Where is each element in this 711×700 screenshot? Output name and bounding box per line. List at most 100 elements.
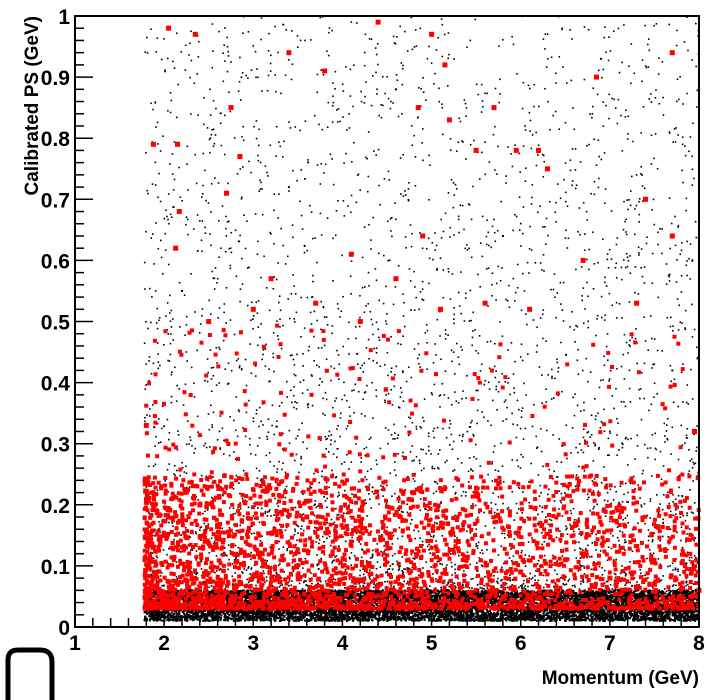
black-point bbox=[198, 615, 201, 618]
black-point bbox=[313, 619, 316, 622]
black-point bbox=[384, 616, 387, 619]
black-point bbox=[294, 612, 296, 614]
black-point bbox=[675, 601, 678, 604]
black-point bbox=[568, 619, 571, 622]
black-point bbox=[373, 590, 375, 593]
black-point bbox=[321, 611, 324, 614]
black-point bbox=[431, 591, 434, 594]
black-point bbox=[374, 611, 377, 614]
black-point bbox=[587, 599, 590, 602]
black-point bbox=[251, 615, 254, 618]
black-point bbox=[343, 618, 346, 621]
black-point bbox=[362, 592, 365, 595]
black-point bbox=[391, 616, 394, 619]
black-point bbox=[212, 609, 214, 612]
black-point bbox=[568, 599, 571, 602]
black-point bbox=[334, 589, 337, 592]
black-point bbox=[189, 617, 192, 619]
black-point bbox=[505, 619, 508, 622]
black-point bbox=[527, 616, 530, 619]
black-point bbox=[688, 597, 691, 600]
black-point bbox=[642, 598, 645, 601]
black-point bbox=[654, 609, 657, 612]
black-point bbox=[168, 612, 171, 615]
black-point bbox=[558, 597, 561, 600]
black-point bbox=[283, 615, 286, 618]
black-point bbox=[391, 592, 394, 595]
black-point bbox=[293, 619, 295, 622]
black-point bbox=[322, 595, 325, 598]
black-point bbox=[647, 596, 649, 599]
black-point bbox=[433, 596, 436, 599]
black-point bbox=[647, 593, 650, 596]
black-point bbox=[633, 609, 636, 612]
black-point bbox=[324, 610, 327, 613]
black-point bbox=[444, 592, 447, 595]
black-point bbox=[191, 617, 194, 620]
black-point bbox=[674, 608, 677, 611]
black-point bbox=[270, 599, 273, 602]
black-point bbox=[162, 619, 164, 622]
black-point bbox=[439, 619, 442, 622]
black-point bbox=[340, 590, 343, 593]
black-point bbox=[297, 616, 300, 619]
black-point bbox=[550, 619, 553, 622]
black-point bbox=[178, 613, 181, 615]
black-point bbox=[691, 616, 694, 619]
black-point bbox=[309, 614, 312, 617]
black-point bbox=[664, 592, 667, 595]
black-point bbox=[460, 615, 463, 618]
black-point bbox=[352, 612, 354, 615]
black-point bbox=[340, 594, 343, 596]
black-point bbox=[416, 610, 419, 613]
black-point bbox=[639, 616, 642, 619]
black-point bbox=[298, 590, 300, 593]
black-point bbox=[505, 604, 508, 607]
black-point bbox=[501, 608, 504, 611]
black-point bbox=[613, 598, 616, 601]
black-point bbox=[313, 614, 316, 616]
black-point bbox=[532, 610, 534, 613]
black-point bbox=[597, 613, 600, 616]
black-point bbox=[484, 589, 487, 592]
black-point bbox=[265, 608, 268, 611]
black-point bbox=[660, 609, 663, 612]
black-point bbox=[611, 612, 614, 615]
black-point bbox=[357, 601, 360, 604]
black-point bbox=[393, 612, 396, 615]
black-point bbox=[440, 616, 443, 619]
black-point bbox=[561, 592, 564, 595]
black-point bbox=[190, 617, 193, 620]
black-point bbox=[431, 613, 434, 616]
black-point bbox=[415, 600, 418, 603]
black-point bbox=[620, 614, 623, 617]
black-point bbox=[218, 590, 220, 593]
black-point bbox=[467, 598, 469, 601]
black-point bbox=[475, 593, 478, 595]
black-point bbox=[644, 610, 647, 613]
black-point bbox=[513, 612, 516, 615]
black-point bbox=[291, 607, 294, 610]
black-point bbox=[521, 612, 523, 615]
black-point bbox=[438, 617, 440, 620]
black-point bbox=[419, 614, 422, 617]
black-point bbox=[637, 589, 640, 592]
black-point bbox=[435, 601, 438, 603]
black-point bbox=[219, 618, 222, 621]
black-point bbox=[517, 615, 520, 618]
black-point bbox=[335, 611, 337, 614]
black-point bbox=[165, 612, 168, 614]
black-point bbox=[481, 589, 484, 592]
black-point bbox=[395, 600, 398, 603]
black-point bbox=[648, 595, 650, 598]
black-point bbox=[430, 592, 432, 595]
black-point bbox=[400, 608, 403, 611]
black-point bbox=[551, 595, 554, 598]
black-point bbox=[679, 616, 682, 619]
black-point bbox=[382, 614, 385, 616]
black-point bbox=[618, 611, 621, 614]
black-point bbox=[294, 616, 297, 619]
black-point bbox=[567, 603, 570, 606]
black-point bbox=[668, 610, 670, 613]
black-point bbox=[291, 618, 294, 621]
